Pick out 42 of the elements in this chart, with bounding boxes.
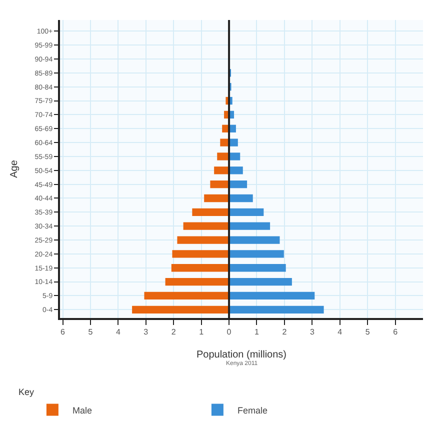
legend-title: Key (18, 387, 34, 398)
x-tick-label: 2 (282, 328, 288, 337)
bar (132, 306, 230, 314)
x-tick-label: 2 (171, 328, 176, 337)
bar (171, 264, 230, 272)
x-tick-label: 0 (226, 328, 232, 337)
bar (229, 250, 284, 258)
legend-label: Male (72, 405, 92, 416)
x-tick-label: 3 (144, 328, 149, 337)
x-tick-label: 6 (393, 328, 398, 337)
y-axis-title: Age (9, 160, 20, 178)
bar (229, 166, 243, 174)
bar (229, 208, 264, 216)
x-tick-label: 6 (60, 328, 66, 337)
x-tick-label: 3 (310, 328, 315, 337)
bar (229, 292, 315, 300)
bar (229, 278, 292, 286)
x-tick-label: 1 (199, 328, 204, 337)
x-tick-label: 1 (254, 328, 260, 337)
bar (172, 250, 230, 258)
x-axis-title: Population (millions) (196, 350, 287, 361)
bar (204, 194, 230, 202)
x-tick-label: 4 (116, 328, 121, 337)
bar (229, 194, 253, 202)
bar (192, 208, 230, 216)
x-tick-label: 5 (365, 328, 370, 337)
bar (229, 264, 286, 272)
bar (229, 152, 240, 160)
bar (210, 180, 230, 188)
bar (217, 152, 230, 160)
bar (229, 222, 270, 230)
bar (229, 306, 324, 314)
bar (229, 236, 280, 244)
bar (183, 222, 230, 230)
x-tick-label: 4 (338, 328, 343, 337)
bar (144, 292, 230, 300)
bar (177, 236, 230, 244)
bar (229, 180, 248, 188)
legend-label: Female (237, 405, 268, 416)
x-tick-label: 5 (88, 328, 94, 337)
bar (214, 166, 230, 174)
bar (165, 278, 230, 286)
